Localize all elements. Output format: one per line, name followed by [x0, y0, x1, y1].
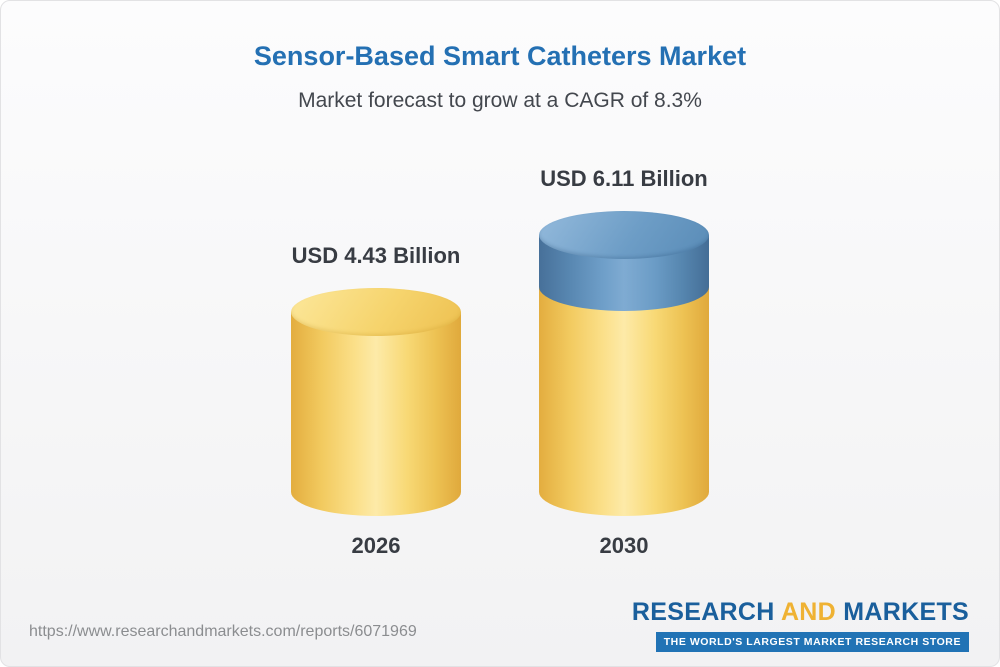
brand-wordmark-markets: MARKETS	[843, 598, 969, 626]
bar-2030-top-ellipse	[539, 211, 709, 259]
bar-2030	[539, 211, 709, 516]
bar-2026	[291, 288, 461, 516]
value-label-2030: USD 6.11 Billion	[540, 166, 708, 191]
brand-wordmark-research: RESEARCH	[631, 598, 775, 626]
brand-tagline: THE WORLD'S LARGEST MARKET RESEARCH STOR…	[655, 632, 969, 652]
value-label-2026: USD 4.43 Billion	[291, 243, 461, 268]
axis-label-2030: 2030	[599, 533, 649, 558]
axis-label-2026: 2026	[351, 533, 401, 558]
report-url-link[interactable]: https://www.researchandmarkets.com/repor…	[29, 623, 417, 640]
bar-2026-top-ellipse	[291, 288, 461, 336]
brand-wordmark-and: AND	[780, 598, 837, 626]
brand-logo: RESEARCH AND MARKETS THE WORLD'S LARGEST…	[632, 598, 969, 652]
bar-2030-base-segment	[539, 285, 709, 516]
brand-wordmark: RESEARCH AND MARKETS	[632, 598, 969, 627]
chart-title: Sensor-Based Smart Catheters Market	[253, 41, 747, 71]
chart-subtitle: Market forecast to grow at a CAGR of 8.3…	[298, 89, 702, 112]
bar-2026-base-segment	[291, 312, 461, 516]
